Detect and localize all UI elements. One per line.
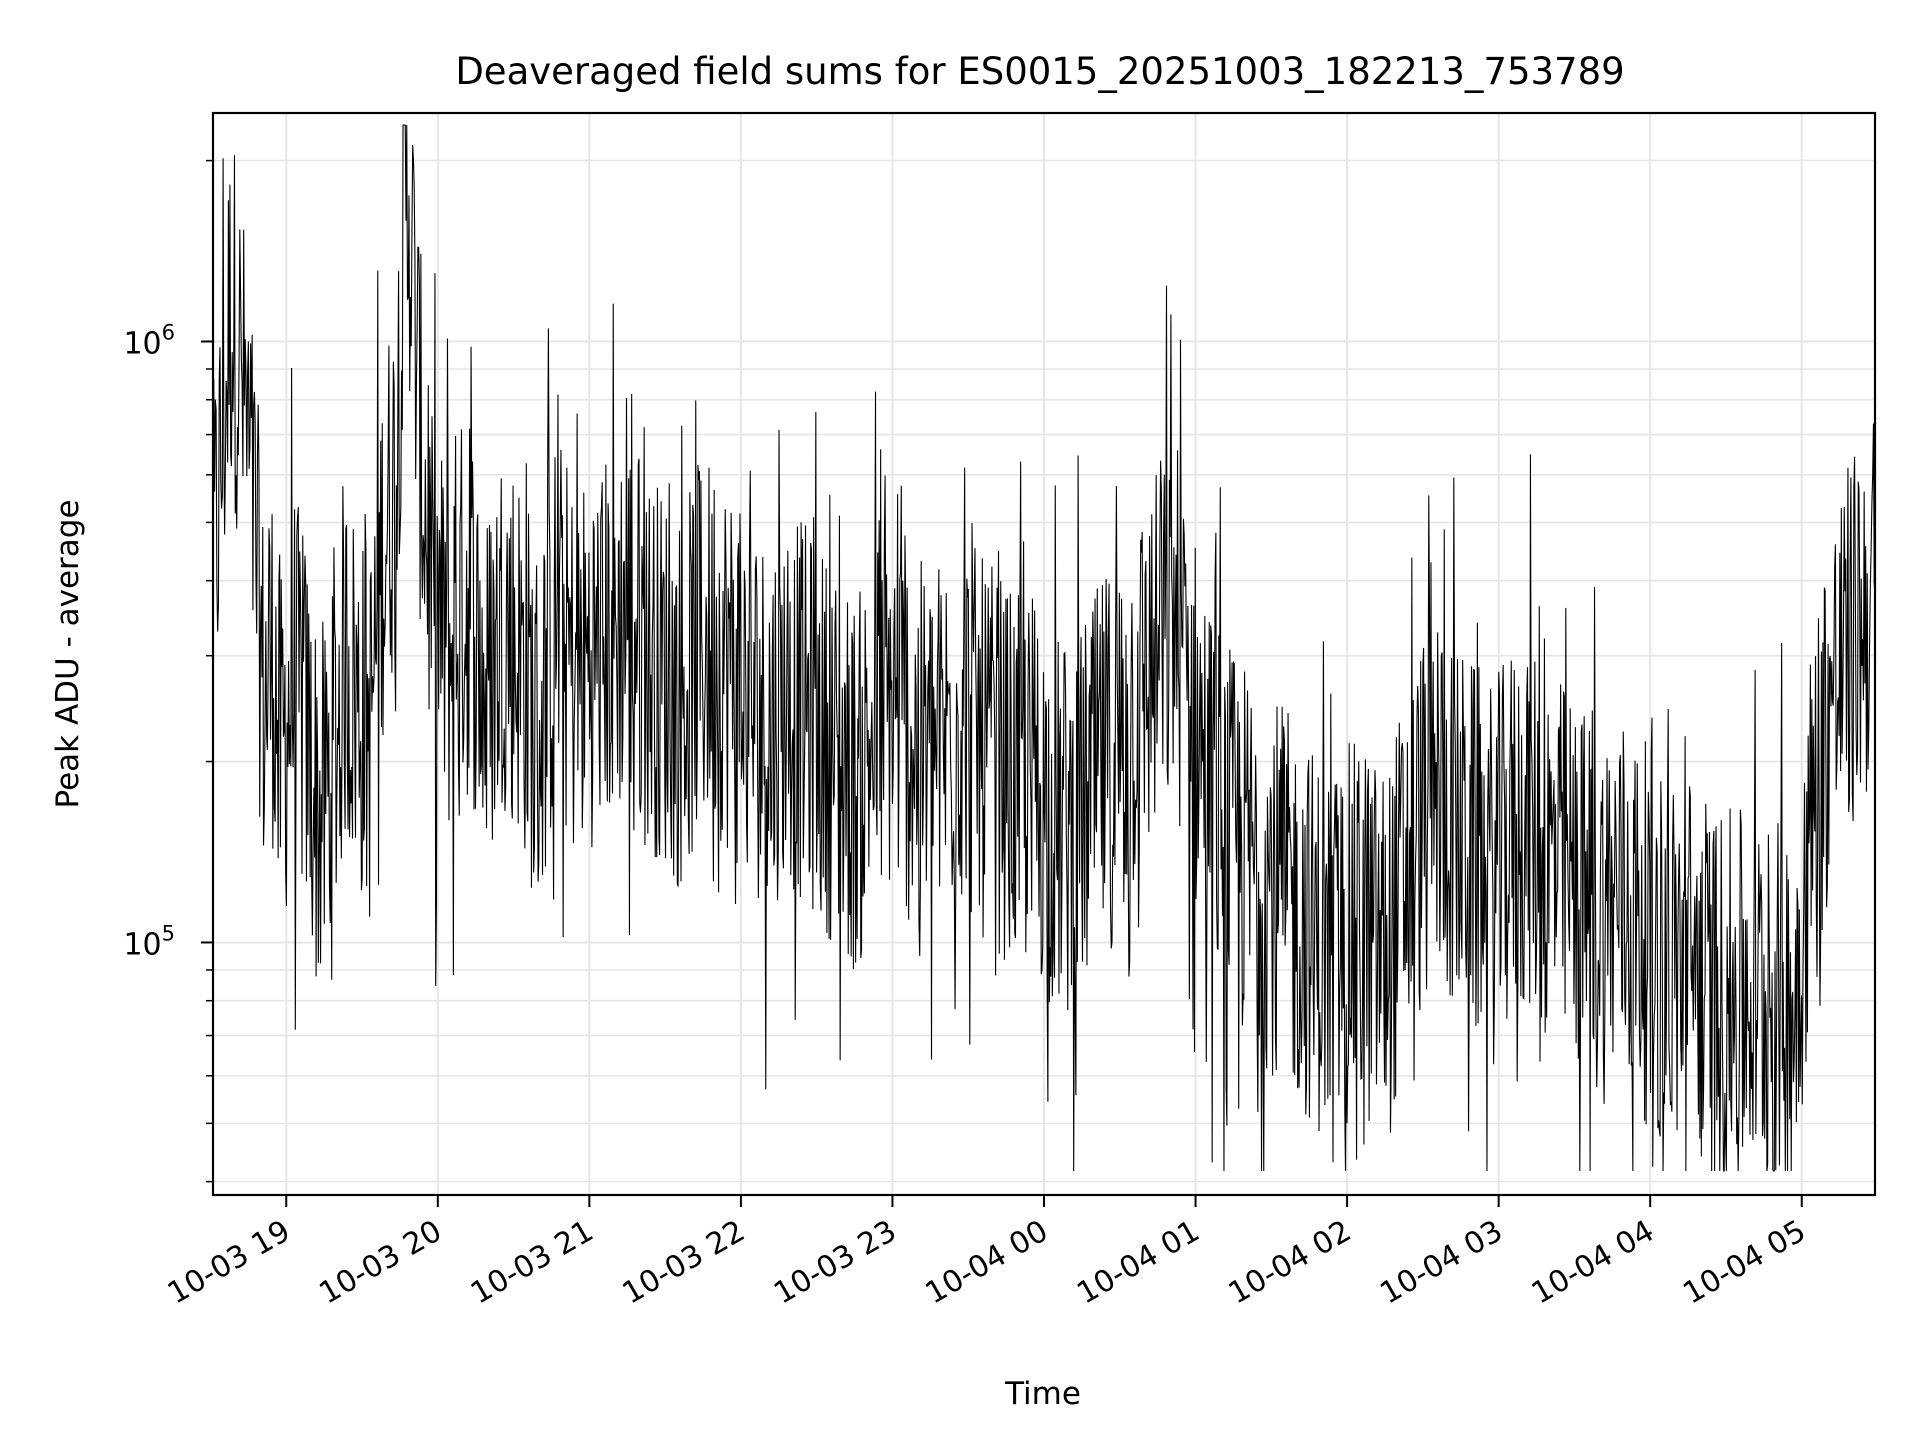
y-tick-label: 105 [123,921,175,962]
x-tick-label: 10-03 20 [313,1214,447,1312]
x-tick-label: 10-03 21 [465,1214,599,1312]
x-tick-label: 10-04 04 [1526,1214,1660,1312]
x-axis: 10-03 19 10-03 20 10-03 21 10-03 22 10-03 23… [162,1195,1812,1311]
x-tick-label: 10-04 03 [1374,1214,1508,1312]
y-tick-label: 106 [123,320,175,361]
series-group [212,124,1876,1172]
x-tick-label: 10-04 01 [1071,1214,1205,1312]
series-line [212,124,1876,1172]
x-axis-label: Time [1004,1376,1081,1412]
x-tick-label: 10-04 05 [1677,1214,1811,1312]
x-tick-label: 10-04 00 [920,1214,1054,1312]
grid [213,113,1875,1195]
chart-title: Deaveraged field sums for ES0015_2025100… [455,50,1624,93]
x-tick-label: 10-03 22 [617,1214,751,1312]
x-tick-label: 10-03 23 [768,1214,902,1312]
x-tick-label: 10-03 19 [162,1214,296,1312]
y-axis: 105 106 [123,159,213,1183]
x-tick-label: 10-04 02 [1223,1214,1357,1312]
y-axis-label: Peak ADU - average [50,499,86,808]
